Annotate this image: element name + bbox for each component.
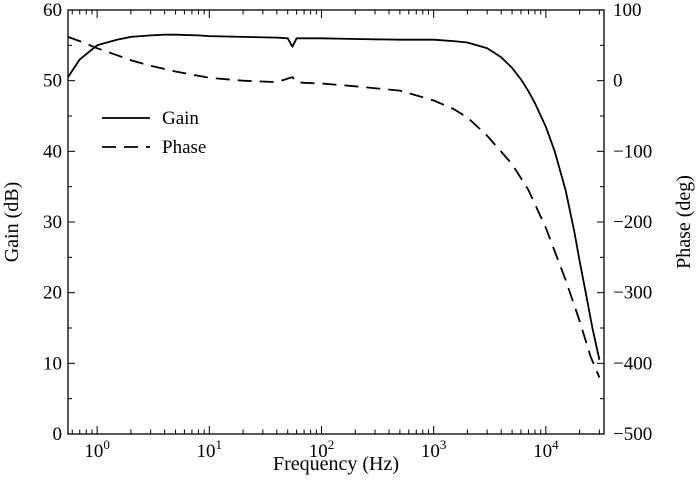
x-tick-label: 101 <box>197 437 223 462</box>
series-line-gain <box>67 33 601 360</box>
plot-frame <box>67 9 605 435</box>
x-tick-label: 102 <box>309 437 335 462</box>
right-y-tick-label: −500 <box>613 424 652 445</box>
left-y-tick-label: 0 <box>53 424 63 445</box>
right-y-tick-label: 0 <box>613 71 623 92</box>
x-tick-label: 100 <box>84 437 110 462</box>
right-y-tick-label: −400 <box>613 353 652 374</box>
left-y-tick-label: 40 <box>43 141 62 162</box>
right-y-tick-label: 100 <box>613 0 642 21</box>
right-y-axis-label: Phase (deg) <box>673 175 695 269</box>
left-y-axis-label: Gain (dB) <box>1 182 23 263</box>
legend: Gain Phase <box>102 108 206 158</box>
left-y-tick-label: 20 <box>43 283 62 304</box>
legend-label-gain: Gain <box>162 108 199 129</box>
right-y-tick-label: −200 <box>613 212 652 233</box>
right-y-tick-label: −100 <box>613 141 652 162</box>
right-y-tick-label: −300 <box>613 283 652 304</box>
left-y-tick-label: 10 <box>43 353 62 374</box>
series-layer <box>67 33 601 378</box>
x-axis-ticks: 100 101 102 103 104 <box>71 10 600 462</box>
legend-label-phase: Phase <box>162 137 206 158</box>
left-y-tick-label: 50 <box>43 71 62 92</box>
x-tick-label: 103 <box>421 437 447 462</box>
x-tick-label: 104 <box>533 437 559 462</box>
left-y-tick-label: 60 <box>43 0 62 21</box>
right-y-axis-ticks: 100 0 −100 −200 −300 −400 −500 <box>597 0 652 445</box>
left-y-axis-ticks: 0 10 20 30 40 50 60 <box>43 0 75 445</box>
left-y-tick-label: 30 <box>43 212 62 233</box>
x-axis-label: Frequency (Hz) <box>273 453 399 475</box>
series-line-phase <box>67 36 601 378</box>
